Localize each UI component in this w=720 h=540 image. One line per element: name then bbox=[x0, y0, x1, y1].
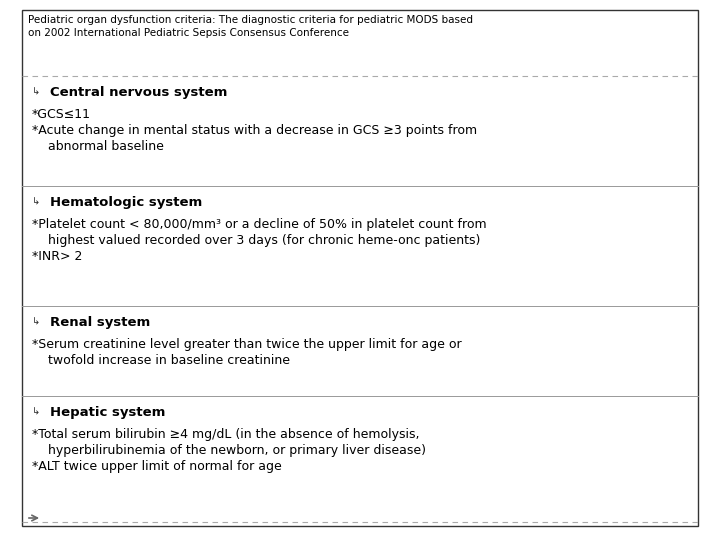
Text: Central nervous system: Central nervous system bbox=[50, 86, 228, 99]
Text: Hepatic system: Hepatic system bbox=[50, 406, 166, 419]
Text: ↳: ↳ bbox=[32, 86, 40, 96]
Text: *Total serum bilirubin ≥4 mg/dL (in the absence of hemolysis,: *Total serum bilirubin ≥4 mg/dL (in the … bbox=[32, 428, 420, 441]
Text: *Platelet count < 80,000/mm³ or a decline of 50% in platelet count from: *Platelet count < 80,000/mm³ or a declin… bbox=[32, 218, 487, 231]
Text: ↳: ↳ bbox=[32, 406, 40, 416]
Text: ↳: ↳ bbox=[32, 196, 40, 206]
Text: Renal system: Renal system bbox=[50, 316, 150, 329]
Text: *Serum creatinine level greater than twice the upper limit for age or: *Serum creatinine level greater than twi… bbox=[32, 338, 462, 351]
Text: Hematologic system: Hematologic system bbox=[50, 196, 202, 209]
Text: ↳: ↳ bbox=[32, 316, 40, 326]
Text: *INR> 2: *INR> 2 bbox=[32, 250, 82, 263]
Text: hyperbilirubinemia of the newborn, or primary liver disease): hyperbilirubinemia of the newborn, or pr… bbox=[32, 444, 426, 457]
Text: *GCS≤11: *GCS≤11 bbox=[32, 108, 91, 121]
Text: highest valued recorded over 3 days (for chronic heme-onc patients): highest valued recorded over 3 days (for… bbox=[32, 234, 480, 247]
Text: abnormal baseline: abnormal baseline bbox=[32, 140, 164, 153]
Text: *ALT twice upper limit of normal for age: *ALT twice upper limit of normal for age bbox=[32, 460, 282, 473]
Text: Pediatric organ dysfunction criteria: The diagnostic criteria for pediatric MODS: Pediatric organ dysfunction criteria: Th… bbox=[28, 15, 473, 38]
Text: twofold increase in baseline creatinine: twofold increase in baseline creatinine bbox=[32, 354, 290, 367]
Text: *Acute change in mental status with a decrease in GCS ≥3 points from: *Acute change in mental status with a de… bbox=[32, 124, 477, 137]
